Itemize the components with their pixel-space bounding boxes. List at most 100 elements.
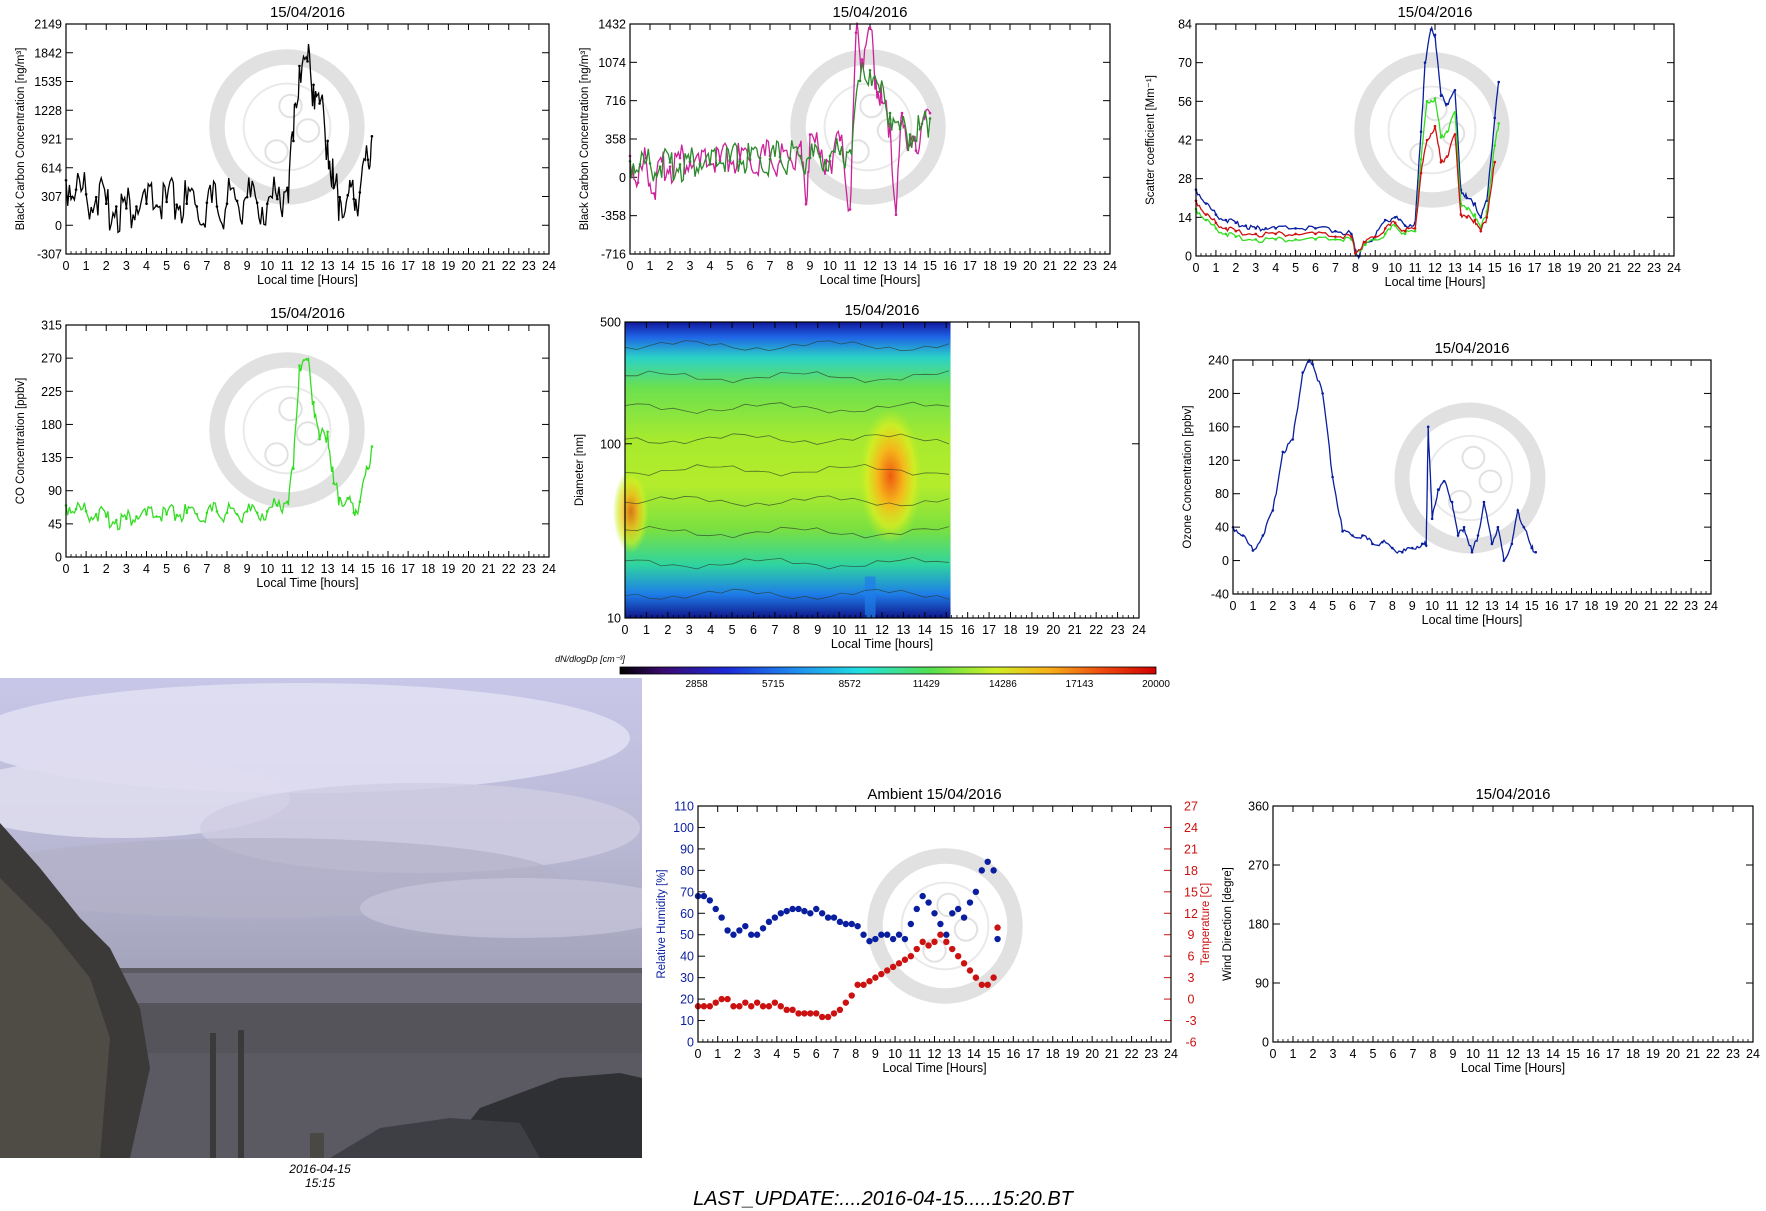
temperature-point <box>736 1003 743 1010</box>
temperature-point <box>789 1006 796 1014</box>
data-point <box>1393 221 1397 225</box>
x-tick-label: 19 <box>1066 1047 1080 1061</box>
x-tick-label: 2 <box>667 259 674 273</box>
x-tick-label: 7 <box>1410 1047 1417 1061</box>
data-point <box>848 149 852 152</box>
y-tick-label: 56 <box>1178 95 1192 109</box>
humidity-point <box>919 892 926 900</box>
x-tick-label: 6 <box>813 1047 820 1061</box>
watermark-logo <box>1354 52 1510 208</box>
x-tick-label: 7 <box>767 259 774 273</box>
data-point <box>1351 534 1354 537</box>
y-tick-label: 0 <box>1222 554 1229 568</box>
y-tick-label: 0 <box>687 1036 694 1050</box>
x-tick-label: 23 <box>1647 261 1661 275</box>
x-axis-label: Local Time [hours] <box>831 637 933 651</box>
temperature-point <box>889 963 897 971</box>
x-tick-label: 0 <box>695 1047 702 1061</box>
data-point <box>1465 196 1469 200</box>
data-point <box>1510 542 1514 546</box>
data-point <box>255 201 259 205</box>
x-tick-label: 18 <box>983 259 997 273</box>
y-tick-label: 60 <box>680 907 694 921</box>
x-tick-label: 15 <box>987 1047 1001 1061</box>
humidity-point <box>949 910 956 917</box>
x-tick-label: 5 <box>727 259 734 273</box>
data-point <box>1354 251 1357 255</box>
y-tick-label: 307 <box>41 190 62 204</box>
data-point <box>1307 360 1310 363</box>
data-point <box>918 127 922 131</box>
y-tick-label: 315 <box>41 319 62 333</box>
y-tick-label: 500 <box>600 316 621 330</box>
x-tick-label: 16 <box>1508 261 1522 275</box>
temperature-point <box>848 992 855 999</box>
data-point <box>798 143 802 147</box>
watermark-logo <box>1394 402 1546 554</box>
x-axis-label: Local Time [Hours] <box>1461 1061 1565 1075</box>
y-tick-label: 270 <box>1248 859 1269 873</box>
data-point <box>205 201 209 205</box>
x-tick-label: 13 <box>947 1047 961 1061</box>
y-tick-label: -358 <box>601 209 626 223</box>
x-tick-label: 22 <box>1089 623 1103 637</box>
watermark-ring <box>209 49 365 205</box>
x-tick-label: 18 <box>1585 599 1599 613</box>
x-tick-label: 24 <box>1667 261 1681 275</box>
watermark-atom <box>1461 445 1486 470</box>
data-point <box>1251 549 1255 552</box>
data-point <box>1271 509 1275 512</box>
heatmap-contour <box>624 525 950 539</box>
data-point <box>880 101 884 104</box>
y-tick-label: 1228 <box>34 104 62 118</box>
x-tick-label: 4 <box>1272 261 1279 275</box>
x-tick-label: 10 <box>1425 599 1439 613</box>
humidity-point <box>866 937 873 945</box>
x-tick-label: 6 <box>1390 1047 1397 1061</box>
data-point <box>1490 542 1494 546</box>
data-point <box>878 90 882 93</box>
humidity-point <box>813 905 820 913</box>
chart-title: 15/04/2016 <box>270 305 345 322</box>
y2-tick-label: 24 <box>1184 821 1198 835</box>
data-point <box>1453 88 1457 92</box>
data-point <box>1371 542 1374 546</box>
data-point <box>205 511 209 515</box>
humidity-point <box>889 935 897 943</box>
x-tick-label: 22 <box>502 259 516 273</box>
humidity-point <box>765 918 773 926</box>
x-tick-label: 23 <box>1111 623 1125 637</box>
data-point <box>1254 232 1258 236</box>
x-tick-label: 19 <box>1025 623 1039 637</box>
data-point <box>718 161 722 164</box>
data-point <box>804 202 808 206</box>
temperature-point <box>954 952 962 960</box>
humidity-point <box>748 931 755 938</box>
temperature-point <box>813 1010 820 1017</box>
data-point <box>1224 218 1228 222</box>
y-tick-label: -307 <box>37 248 62 262</box>
y-tick-label: 90 <box>680 842 694 856</box>
data-point <box>318 102 321 105</box>
y-tick-label: 200 <box>1208 387 1229 401</box>
data-point <box>668 161 672 164</box>
x-tick-label: 8 <box>852 1047 859 1061</box>
data-point <box>1311 362 1314 366</box>
data-point <box>900 111 904 115</box>
data-point <box>165 512 168 516</box>
y-tick-label: -40 <box>1211 588 1229 602</box>
data-point <box>1482 500 1486 504</box>
data-point <box>346 496 350 500</box>
data-point <box>668 165 672 168</box>
x-tick-label: 16 <box>961 623 975 637</box>
data-point <box>1361 534 1364 537</box>
humidity-point <box>700 892 708 900</box>
data-point <box>104 515 108 518</box>
chart-title: 15/04/2016 <box>844 302 919 319</box>
y-tick-label: 358 <box>605 133 626 147</box>
data-point <box>898 127 902 131</box>
x-tick-label: 23 <box>1083 259 1097 273</box>
y-axis-label: Black Carbon Concentration [ng/m³] <box>15 48 27 231</box>
x-tick-label: 12 <box>1428 261 1442 275</box>
x-tick-label: 12 <box>301 562 315 576</box>
